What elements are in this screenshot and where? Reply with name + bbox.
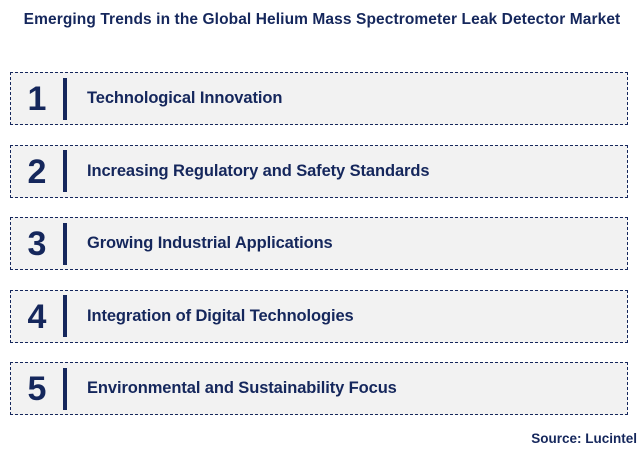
trend-label: Growing Industrial Applications: [87, 234, 333, 253]
trend-number: 5: [27, 370, 47, 409]
trend-row: 1 Technological Innovation: [10, 72, 628, 125]
vertical-divider: [63, 295, 67, 338]
vertical-divider: [63, 222, 67, 265]
trend-list: 1 Technological Innovation 2 Increasing …: [10, 72, 628, 435]
trend-row: 3 Growing Industrial Applications: [10, 217, 628, 271]
trend-row: 2 Increasing Regulatory and Safety Stand…: [10, 144, 628, 198]
trend-label: Technological Innovation: [87, 89, 283, 107]
trend-label: Integration of Digital Technologies: [87, 306, 354, 325]
trend-label: Environmental and Sustainability Focus: [87, 379, 397, 398]
trend-number: 4: [27, 297, 47, 336]
source-credit: Source: Lucintel: [531, 431, 637, 446]
vertical-divider: [63, 77, 67, 120]
trend-number: 3: [27, 225, 47, 264]
trend-row: 5 Environmental and Sustainability Focus: [10, 362, 628, 416]
trend-row: 4 Integration of Digital Technologies: [10, 289, 628, 343]
page-title: Emerging Trends in the Global Helium Mas…: [23, 11, 621, 28]
vertical-divider: [63, 367, 67, 410]
trend-number: 2: [27, 152, 47, 191]
trend-label: Increasing Regulatory and Safety Standar…: [87, 161, 430, 180]
vertical-divider: [63, 150, 67, 193]
trend-number: 1: [27, 80, 47, 118]
